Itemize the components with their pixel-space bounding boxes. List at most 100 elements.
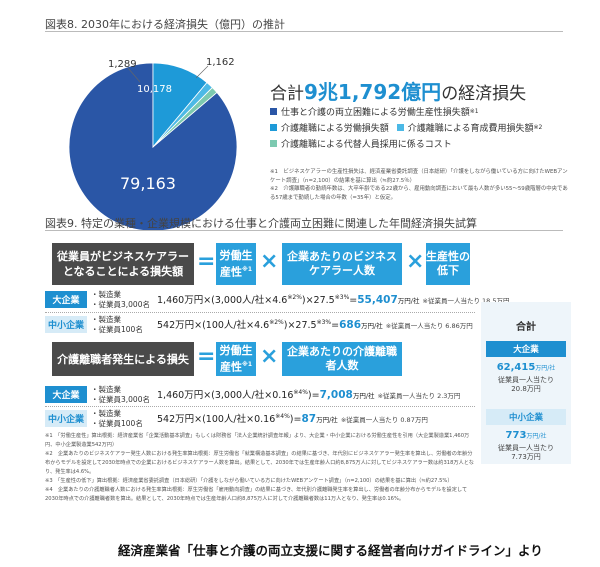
figure9-footnotes: ※1 「労働生産性」算出根拠：経済産業省「企業活動基本調査」もしくは財務省「法人… [45,432,475,504]
formula-text: )×27.5 [283,320,317,331]
footnote: ※2 介護離職者の勤続年数は、大卒年齢である22歳から、雇用動向調査において最も… [270,186,568,201]
productivity-label: 労働生産性 [219,248,253,279]
section1-heading: 従業員がビジネスケアラーとなることによる損失額 [52,243,194,285]
formula-result: 55,407 [357,294,398,306]
formula-text: 542万円×(100人/社×4.6 [157,320,270,331]
formula-text: 1,460万円×(3,000人/社×4.6 [157,295,288,306]
condition: ・製造業 [91,385,121,394]
result-unit: 万円/社 [361,322,383,330]
result-unit: 万円/社 [397,297,420,305]
legend-swatch [270,107,277,115]
productivity-note: ※1 [241,265,252,273]
total-suffix: の経済損失 [441,84,527,104]
per-person-note: ※従業員一人当たり 6.86万円 [385,322,473,330]
productivity-box: 労働生産性※1 [216,342,256,376]
pie-label-third: 1,289 [108,59,137,70]
note-line: 従業員一人当たり [498,444,554,452]
condition: ・従業員3,000名 [91,395,150,404]
legend-swatch [396,123,404,131]
equals-text: = [311,390,320,401]
figure8-title: 図表8. 2030年における経済損失（億円）の推計 [45,18,285,31]
pie-label-fourth: 1,162 [206,57,235,68]
total-prefix: 合計 [270,84,304,104]
formula-text: ) [289,414,294,425]
divider [45,230,563,231]
footnote: ※3 「生産性の低下」算出根拠：経済産業省委託調査（日本総研）「介護をしながら働… [45,478,453,484]
formula-text: 1,460万円×(3,000人/社×0.16 [157,390,294,401]
summary-sme-tag: 中小企業 [486,409,566,425]
pie-legend: 仕事と介護の両立困難による労働生産性損失額 ※1 介護離職による労働損失額 介護離… [270,103,570,151]
formula-result: 7,008 [319,389,353,401]
source-caption: 経済産業省「仕事と介護の両立支援に関する経営者向けガイドライン」より [118,543,543,558]
note-line: 20.8万円 [511,385,541,393]
pie-slice-4 [152,87,218,148]
legend-item: 介護離職による代替人員採用に係るコスト [270,135,570,151]
value-text: 773 [505,430,527,441]
equals-text: = [349,295,358,306]
summary-sme-note: 従業員一人当たり 7.73万円 [481,444,571,462]
legend-note: ※2 [533,123,543,131]
legend-item: 介護離職による育成費用損失額 ※2 [396,119,543,135]
result-unit: 万円/社 [352,392,375,400]
legend-row: 介護離職による労働損失額 介護離職による育成費用損失額 ※2 [270,119,570,135]
condition: ・従業員100名 [91,419,143,428]
legend-label: 介護離職による代替人員採用に係るコスト [281,139,452,150]
equals-sign: = [197,249,216,274]
times-sign: × [260,344,279,369]
condition: ・従業員3,000名 [91,300,150,309]
formula-result: 87 [301,413,317,425]
large-company-conditions: ・製造業 ・従業員3,000名 [91,290,150,310]
sme-formula: 542万円×(100人/社×0.16※4%)=87万円/社 ※従業員一人当たり … [157,411,428,425]
figure8-footnotes: ※1 ビジネスケアラーの生産性損失は、経済産業省委託調査（日本総研）「介護をしな… [270,168,570,202]
large-company-conditions: ・製造業 ・従業員3,000名 [91,385,150,405]
carer-count-box: 企業あたりのビジネスケアラー人数 [282,243,402,285]
summary-large-value: 62,415万円/社 [481,362,571,373]
sme-conditions: ・製造業 ・従業員100名 [91,315,143,335]
productivity-label: 労働生産性 [219,343,253,374]
per-person-note: ※従業員一人当たり 18.5万円 [422,297,510,305]
formula-text: 542万円×(100人/社×0.16 [157,414,276,425]
condition: ・製造業 [91,290,121,299]
per-person-note: ※従業員一人当たり 2.3万円 [377,392,461,400]
pie-label-second: 10,178 [137,84,172,95]
leader-line-2 [195,65,209,79]
footnote: ※1 ビジネスケアラーの生産性損失は、経済産業省委託調査（日本総研）「介護をしな… [270,169,568,184]
legend-item: 介護離職による労働損失額 [270,119,389,135]
footnote: ※1 「労働生産性」算出根拠：経済産業省「企業活動基本調査」もしくは財務省「法人… [45,433,470,448]
pie-chart [68,62,238,232]
equals-sign: = [197,344,216,369]
legend-item: 仕事と介護の両立困難による労働生産性損失額 ※1 [270,103,570,119]
summary-panel [481,302,571,464]
formula-note: ※3% [316,318,332,326]
productivity-note: ※1 [241,360,252,368]
leaver-count-box: 企業あたりの介護離職者人数 [282,342,402,376]
summary-sme-value: 773万円/社 [481,430,571,441]
legend-note: ※1 [469,107,479,115]
value-unit: 万円/社 [535,365,556,372]
large-company-tag: 大企業 [45,386,87,403]
condition: ・製造業 [91,409,121,418]
section2-heading: 介護離職者発生による損失 [52,342,194,376]
large-company-formula: 1,460万円×(3,000人/社×4.6※2%)×27.5※3%=55,407… [157,292,510,306]
note-line: 従業員一人当たり [498,376,554,384]
result-unit: 万円/社 [316,416,338,424]
legend-label: 仕事と介護の両立困難による労働生産性損失額 [281,107,470,118]
per-person-note: ※従業員一人当たり 0.87万円 [340,416,428,424]
equals-text: = [293,414,302,425]
value-text: 62,415 [496,362,536,373]
divider [45,312,475,313]
equals-text: = [331,320,340,331]
figure9-title: 図表9. 特定の業種・企業規模における仕事と介護両立困難に関連した年間経済損失試… [45,217,477,230]
times-sign: × [260,249,279,274]
times-sign: × [406,249,425,274]
sme-conditions: ・製造業 ・従業員100名 [91,409,143,429]
total-loss-heading: 合計9兆1,792億円の経済損失 [270,76,526,105]
large-company-tag: 大企業 [45,291,87,308]
summary-large-tag: 大企業 [486,341,566,357]
legend-label: 介護離職による労働損失額 [281,123,389,134]
formula-note: ※2% [269,318,284,326]
condition: ・製造業 [91,315,121,324]
formula-note: ※3% [334,293,350,301]
divider [45,31,563,32]
footnote: ※4 企業あたりの介護離職者人数における発生率算出根拠：厚生労働省「雇用動向調査… [45,487,468,502]
